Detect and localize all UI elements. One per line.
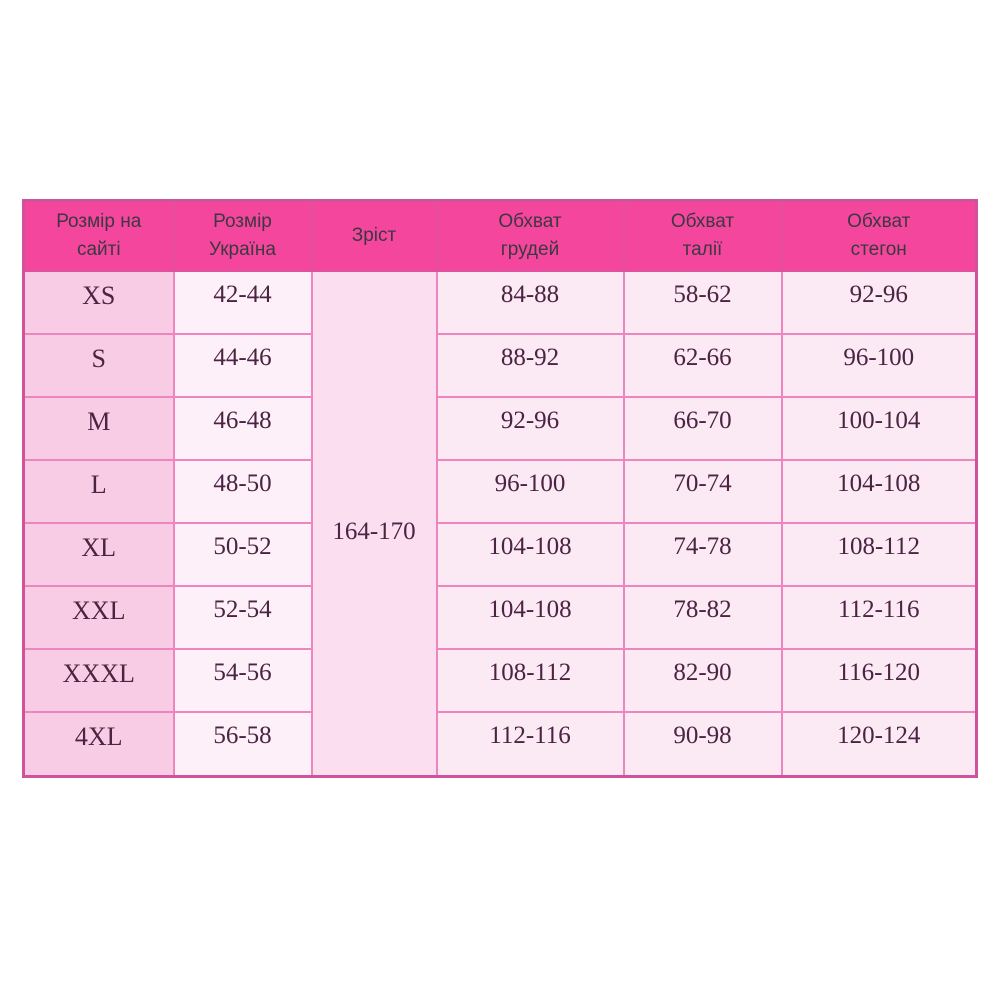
cell-chest: 92-96	[435, 395, 625, 461]
table-body: XS 42-44 164-170 84-88 58-62 92-96 S 44-…	[22, 269, 978, 778]
table-row: XL 50-52 104-108 74-78 108-112	[22, 522, 978, 588]
cell-size-ukraine: 42-44	[172, 269, 313, 335]
cell-size-ukraine: 56-58	[172, 711, 313, 778]
header-row: Розмір на сайті Розмір Україна Зріст Обх…	[22, 199, 978, 272]
header-line: сайті	[76, 238, 121, 260]
table-row: XXXL 54-56 108-112 82-90 116-120	[22, 648, 978, 714]
table-row: M 46-48 92-96 66-70 100-104	[22, 395, 978, 461]
table-row: S 44-46 88-92 62-66 96-100	[22, 332, 978, 398]
cell-size-ukraine: 52-54	[172, 585, 313, 651]
header-line: Розмір на	[56, 210, 142, 232]
header-chest: Обхват грудей	[435, 199, 625, 272]
header-hips: Обхват стегон	[780, 199, 978, 272]
cell-size-ukraine: 46-48	[172, 395, 313, 461]
cell-hips: 112-116	[780, 585, 978, 651]
header-waist: Обхват талії	[622, 199, 783, 272]
cell-size-ukraine: 50-52	[172, 522, 313, 588]
header-size-site: Розмір на сайті	[22, 199, 175, 272]
cell-chest: 104-108	[435, 522, 625, 588]
cell-size-ukraine: 48-50	[172, 458, 313, 525]
cell-hips: 120-124	[780, 711, 978, 778]
cell-waist: 62-66	[622, 332, 783, 398]
cell-size-site: XXL	[22, 585, 175, 651]
cell-waist: 58-62	[622, 269, 783, 335]
header-line: Обхват	[498, 210, 562, 232]
header-line: Обхват	[670, 210, 735, 232]
header-line: грудей	[500, 238, 560, 260]
cell-waist: 90-98	[622, 711, 783, 778]
cell-waist: 82-90	[622, 648, 783, 714]
cell-size-site: M	[22, 395, 175, 461]
header-size-ukraine: Розмір Україна	[172, 199, 313, 272]
cell-height-merged: 164-170	[310, 269, 438, 778]
header-height: Зріст	[310, 199, 438, 272]
cell-size-site: S	[22, 332, 175, 398]
cell-size-site: XL	[22, 522, 175, 588]
cell-hips: 100-104	[780, 395, 978, 461]
header-line: стегон	[850, 238, 907, 260]
cell-chest: 104-108	[435, 585, 625, 651]
cell-size-site: L	[22, 458, 175, 525]
table-row: XXL 52-54 104-108 78-82 112-116	[22, 585, 978, 651]
header-line: Україна	[208, 238, 276, 260]
header-line: Обхват	[847, 210, 911, 232]
size-chart-table: Розмір на сайті Розмір Україна Зріст Обх…	[22, 199, 978, 778]
cell-size-site: 4XL	[22, 711, 175, 778]
cell-size-ukraine: 54-56	[172, 648, 313, 714]
table-row: XS 42-44 164-170 84-88 58-62 92-96	[22, 269, 978, 778]
cell-hips: 108-112	[780, 522, 978, 588]
table-row: L 48-50 96-100 70-74 104-108	[22, 458, 978, 525]
cell-waist: 66-70	[622, 395, 783, 461]
cell-chest: 88-92	[435, 332, 625, 398]
header-line: Розмір	[213, 210, 272, 232]
header-line: Зріст	[351, 224, 397, 246]
cell-hips: 96-100	[780, 332, 978, 398]
cell-size-site: XXXL	[22, 648, 175, 714]
cell-waist: 78-82	[622, 585, 783, 651]
header-line: талії	[682, 238, 723, 260]
cell-hips: 104-108	[780, 458, 978, 525]
table-header: Розмір на сайті Розмір Україна Зріст Обх…	[22, 199, 978, 272]
cell-chest: 96-100	[435, 458, 625, 525]
cell-hips: 92-96	[780, 269, 978, 335]
cell-waist: 70-74	[622, 458, 783, 525]
cell-hips: 116-120	[780, 648, 978, 714]
cell-chest: 108-112	[435, 648, 625, 714]
cell-chest: 112-116	[435, 711, 625, 778]
cell-chest: 84-88	[435, 269, 625, 335]
cell-size-site: XS	[22, 269, 175, 335]
table-row: 4XL 56-58 112-116 90-98 120-124	[22, 711, 978, 778]
cell-size-ukraine: 44-46	[172, 332, 313, 398]
cell-waist: 74-78	[622, 522, 783, 588]
